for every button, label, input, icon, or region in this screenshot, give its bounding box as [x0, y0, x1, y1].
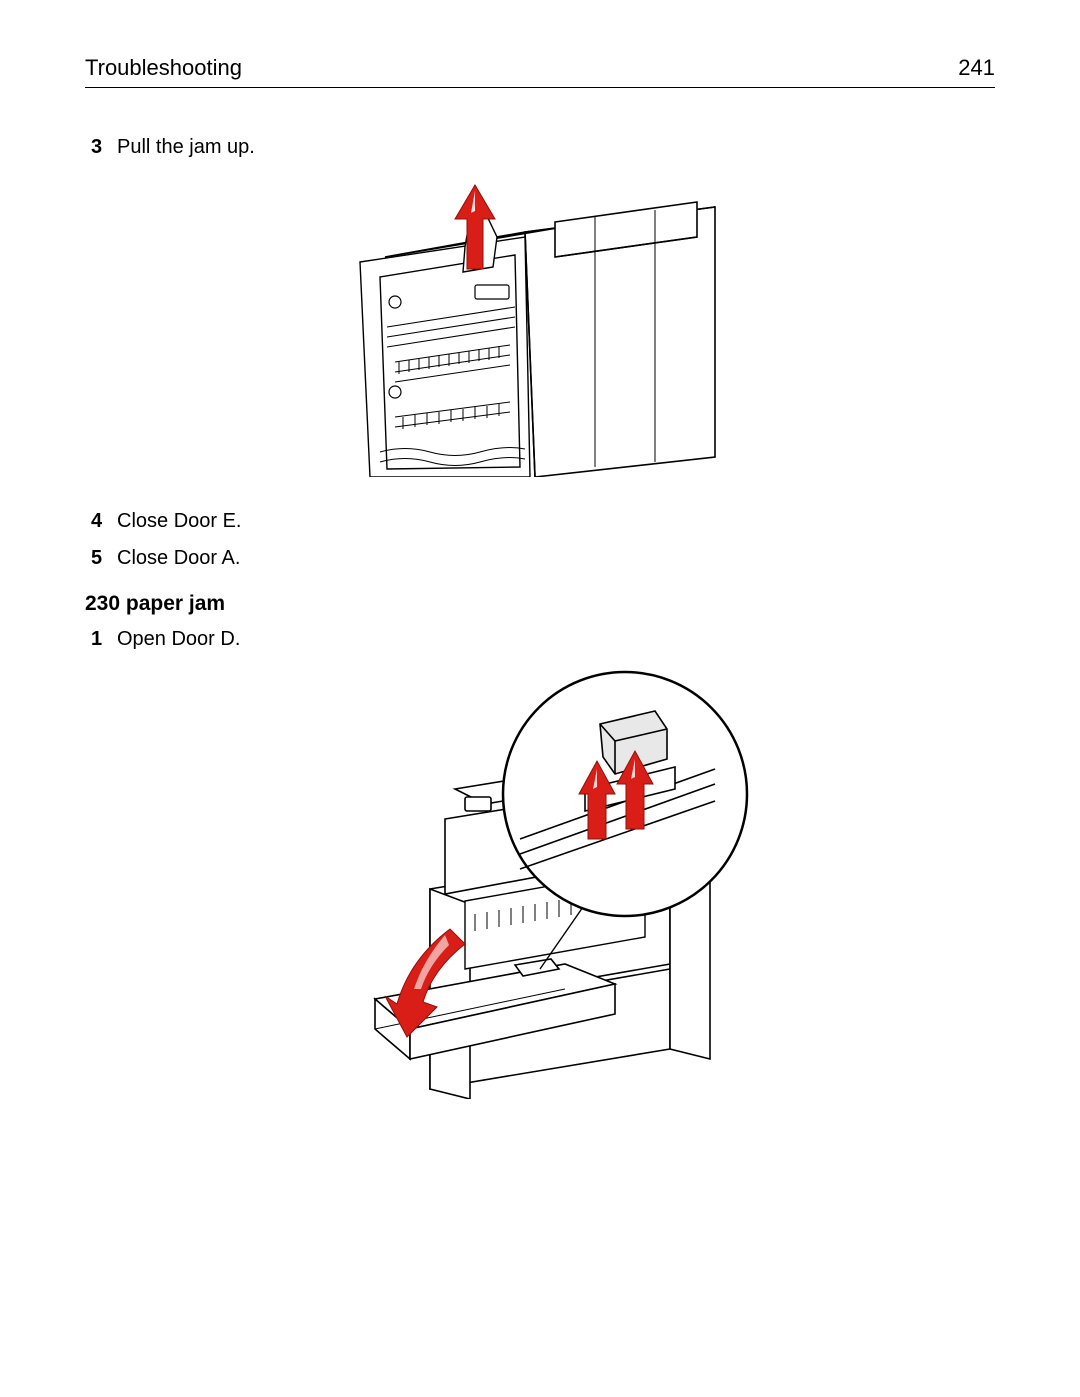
- step-text: Close Door A.: [117, 547, 240, 570]
- step-5: 5 Close Door A.: [91, 547, 995, 570]
- figure-1: [325, 177, 755, 482]
- step-3: 3 Pull the jam up.: [91, 136, 995, 159]
- step-text: Pull the jam up.: [117, 136, 255, 159]
- step-number: 1: [91, 628, 117, 651]
- step-number: 3: [91, 136, 117, 159]
- step-text: Open Door D.: [117, 628, 240, 651]
- document-page: Troubleshooting 241 3 Pull the jam up.: [0, 0, 1080, 1397]
- page-header: Troubleshooting 241: [85, 55, 995, 88]
- step-1: 1 Open Door D.: [91, 628, 995, 651]
- figure-2-wrap: [85, 669, 995, 1104]
- step-4: 4 Close Door E.: [91, 510, 995, 533]
- subsection-heading: 230 paper jam: [85, 592, 995, 616]
- header-page-number: 241: [958, 55, 995, 81]
- header-section-title: Troubleshooting: [85, 55, 242, 81]
- figure-2: [315, 669, 765, 1104]
- step-number: 4: [91, 510, 117, 533]
- figure-1-wrap: [85, 177, 995, 482]
- step-number: 5: [91, 547, 117, 570]
- step-text: Close Door E.: [117, 510, 242, 533]
- steps-group-top-b: 4 Close Door E. 5 Close Door A.: [91, 510, 995, 570]
- steps-group-top-a: 3 Pull the jam up.: [91, 136, 995, 159]
- steps-group-bottom: 1 Open Door D.: [91, 628, 995, 651]
